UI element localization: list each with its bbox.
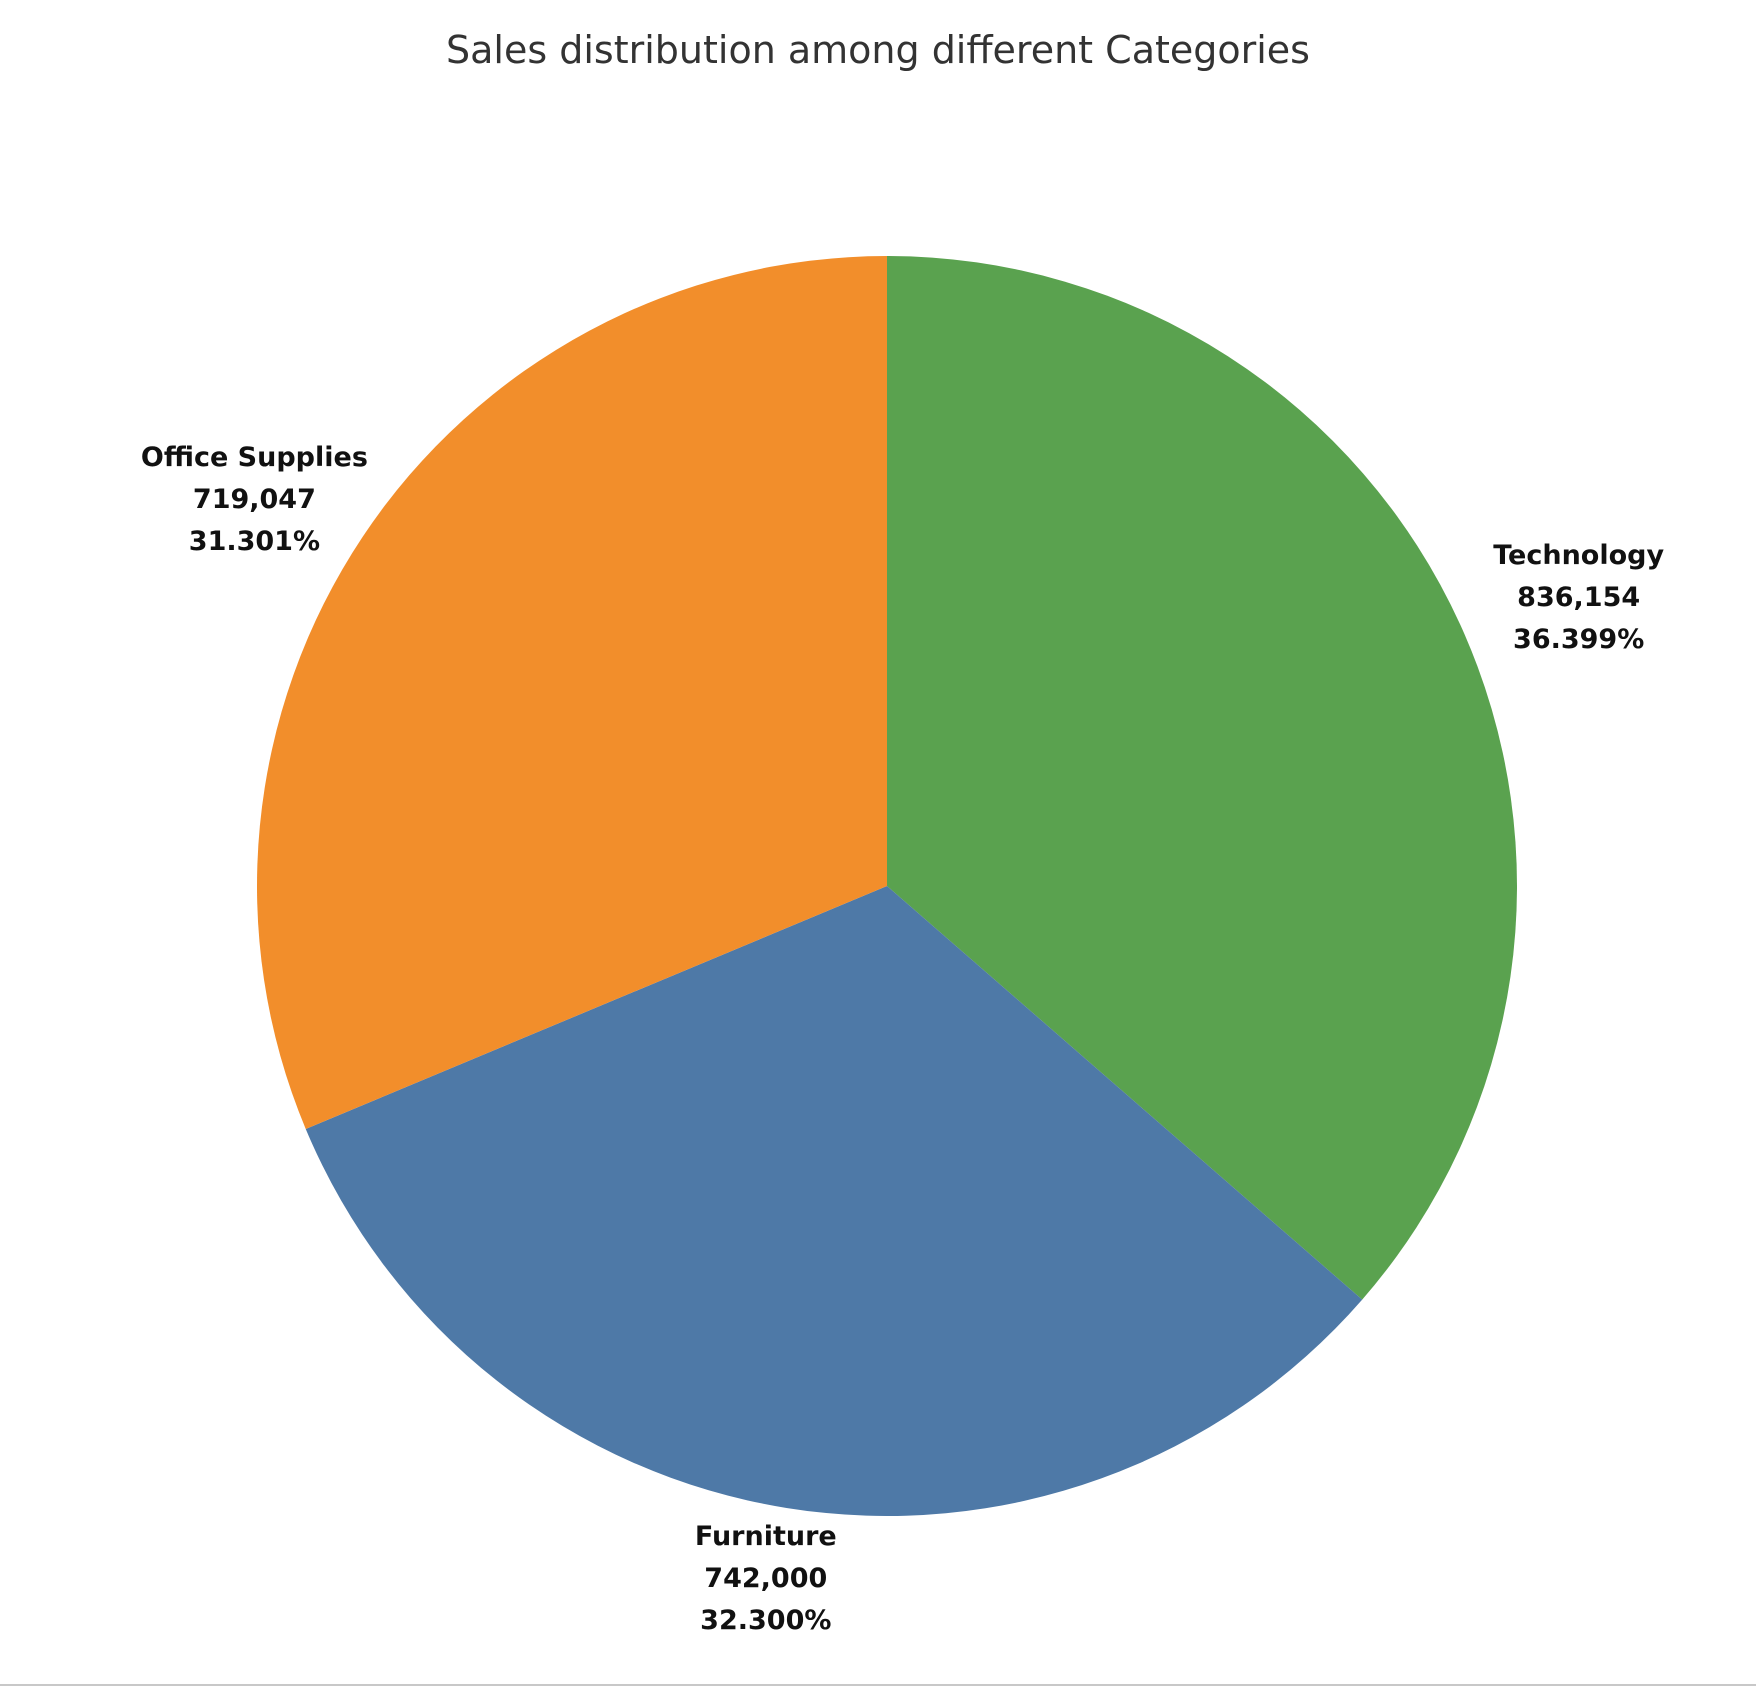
bottom-divider: [0, 1684, 1756, 1686]
pie-label-value: 742,000: [704, 1563, 827, 1594]
pie-label-percent: 32.300%: [700, 1605, 831, 1636]
pie-label-percent: 31.301%: [189, 526, 320, 557]
pie-label-office-supplies: Office Supplies 719,047 31.301%: [141, 442, 368, 557]
chart-title: Sales distribution among different Categ…: [446, 28, 1310, 72]
pie-slice-office-supplies: [256, 256, 888, 1129]
pie-label-category: Technology: [1493, 540, 1664, 571]
pie-slice-furniture: [305, 886, 1363, 1516]
pie-label-technology: Technology 836,154 36.399%: [1493, 540, 1664, 655]
pie-label-percent: 36.399%: [1513, 624, 1644, 655]
pie-labels: Technology 836,154 36.399% Furniture 742,000…: [141, 442, 1665, 1636]
pie-label-category: Office Supplies: [141, 442, 368, 473]
pie-label-furniture: Furniture 742,000 32.300%: [695, 1521, 837, 1636]
pie-label-value: 719,047: [193, 484, 316, 515]
pie-label-value: 836,154: [1517, 582, 1640, 613]
pie-slice-technology: [887, 256, 1518, 1300]
pie-slices: [256, 256, 1518, 1516]
pie-label-category: Furniture: [695, 1521, 837, 1552]
